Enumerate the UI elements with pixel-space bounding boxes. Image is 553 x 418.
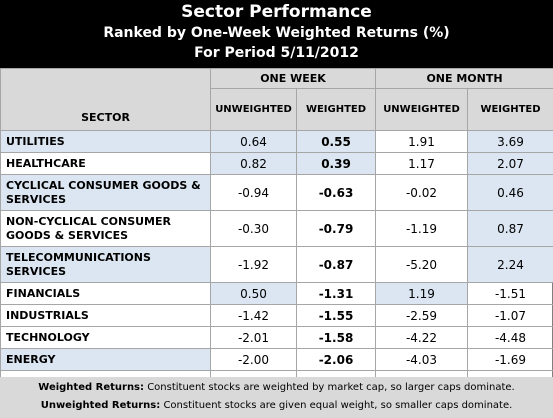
table-row: NON-CYCLICAL CONSUMER GOODS & SERVICES -0… [0,210,553,247]
sector-name-cell: FINANCIALS [0,282,211,305]
month-unweighted-header: UNWEIGHTED [375,88,468,131]
weighted-footnote: Weighted Returns: Constituent stocks are… [0,379,553,397]
sector-name-cell: INDUSTRIALS [0,304,211,327]
month-unweighted-cell: -4.03 [375,348,468,371]
month-weighted-header: WEIGHTED [467,88,553,131]
table-body: UTILITIES 0.64 0.55 1.91 3.69 HEALTHCARE 0.82 0… [0,130,553,393]
month-weighted-cell: 2.24 [467,246,553,283]
weighted-footnote-text: Constituent stocks are weighted by marke… [147,382,515,393]
sector-column-header: SECTOR [0,68,211,131]
unweighted-footnote: Unweighted Returns: Constituent stocks a… [0,397,553,415]
month-unweighted-cell: -0.02 [375,174,468,211]
sector-name-cell: CYCLICAL CONSUMER GOODS & SERVICES [0,174,211,211]
table-row: HEALTHCARE 0.82 0.39 1.17 2.07 [0,152,553,175]
table-row: UTILITIES 0.64 0.55 1.91 3.69 [0,130,553,153]
week-unweighted-cell: 0.50 [210,282,297,305]
month-weighted-cell: -1.51 [467,282,553,305]
sector-name-cell: UTILITIES [0,130,211,153]
unweighted-footnote-label: Unweighted Returns: [40,400,161,411]
week-weighted-cell: 0.55 [296,130,376,153]
one-month-group-header: ONE MONTH [375,68,553,89]
week-weighted-cell: -1.55 [296,304,376,327]
week-weighted-cell: 0.39 [296,152,376,175]
week-unweighted-cell: 0.64 [210,130,297,153]
week-unweighted-cell: -1.42 [210,304,297,327]
page-title: Sector Performance [181,2,372,22]
month-unweighted-cell: -4.22 [375,326,468,349]
page-subtitle: Ranked by One-Week Weighted Returns (%) [103,25,450,41]
table-row: CYCLICAL CONSUMER GOODS & SERVICES -0.94-… [0,174,553,211]
week-weighted-cell: -0.79 [296,210,376,247]
table-row: TELECOMMUNICATIONS SERVICES -1.92 -0.87 -5.… [0,246,553,283]
week-weighted-cell: -0.63 [296,174,376,211]
week-unweighted-cell: -2.00 [210,348,297,371]
weighted-footnote-label: Weighted Returns: [38,382,145,393]
table-row: ENERGY -2.00 -2.06 -4.03 -1.69 [0,348,553,371]
month-weighted-cell: 3.69 [467,130,553,153]
one-week-group-header: ONE WEEK [210,68,376,89]
sector-name-cell: TELECOMMUNICATIONS SERVICES [0,246,211,283]
week-weighted-cell: -1.58 [296,326,376,349]
sector-name-cell: NON-CYCLICAL CONSUMER GOODS & SERVICES [0,210,211,247]
footnotes: Weighted Returns: Constituent stocks are… [0,377,553,418]
sector-name-cell: HEALTHCARE [0,152,211,175]
month-unweighted-cell: 1.91 [375,130,468,153]
week-weighted-cell: -2.06 [296,348,376,371]
month-unweighted-cell: 1.19 [375,282,468,305]
sector-name-cell: TECHNOLOGY [0,326,211,349]
week-unweighted-cell: -1.92 [210,246,297,283]
month-unweighted-cell: -1.19 [375,210,468,247]
month-weighted-cell: 0.46 [467,174,553,211]
month-weighted-cell: -1.69 [467,348,553,371]
month-weighted-cell: -4.48 [467,326,553,349]
week-unweighted-cell: -0.94 [210,174,297,211]
month-weighted-cell: -1.07 [467,304,553,327]
sector-name-cell: ENERGY [0,348,211,371]
month-weighted-cell: 2.07 [467,152,553,175]
table-row: TECHNOLOGY -2.01 -1.58 -4.22 -4.48 [0,326,553,349]
performance-table: SECTOR ONE WEEK ONE MONTH UNWEIGHTED WEI… [0,68,553,393]
month-weighted-cell: 0.87 [467,210,553,247]
month-unweighted-cell: -5.20 [375,246,468,283]
week-unweighted-cell: 0.82 [210,152,297,175]
week-unweighted-cell: -2.01 [210,326,297,349]
week-unweighted-cell: -0.30 [210,210,297,247]
month-unweighted-cell: 1.17 [375,152,468,175]
week-unweighted-header: UNWEIGHTED [210,88,297,131]
unweighted-footnote-text: Constituent stocks are given equal weigh… [163,400,513,411]
table-row: FINANCIALS 0.50 -1.31 1.19 -1.51 [0,282,553,305]
week-weighted-cell: -1.31 [296,282,376,305]
period-label: For Period 5/11/2012 [194,45,359,61]
month-unweighted-cell: -2.59 [375,304,468,327]
title-banner: Sector Performance Ranked by One-Week We… [0,0,553,68]
table-row: INDUSTRIALS -1.42 -1.55 -2.59 -1.07 [0,304,553,327]
week-weighted-cell: -0.87 [296,246,376,283]
week-weighted-header: WEIGHTED [296,88,376,131]
